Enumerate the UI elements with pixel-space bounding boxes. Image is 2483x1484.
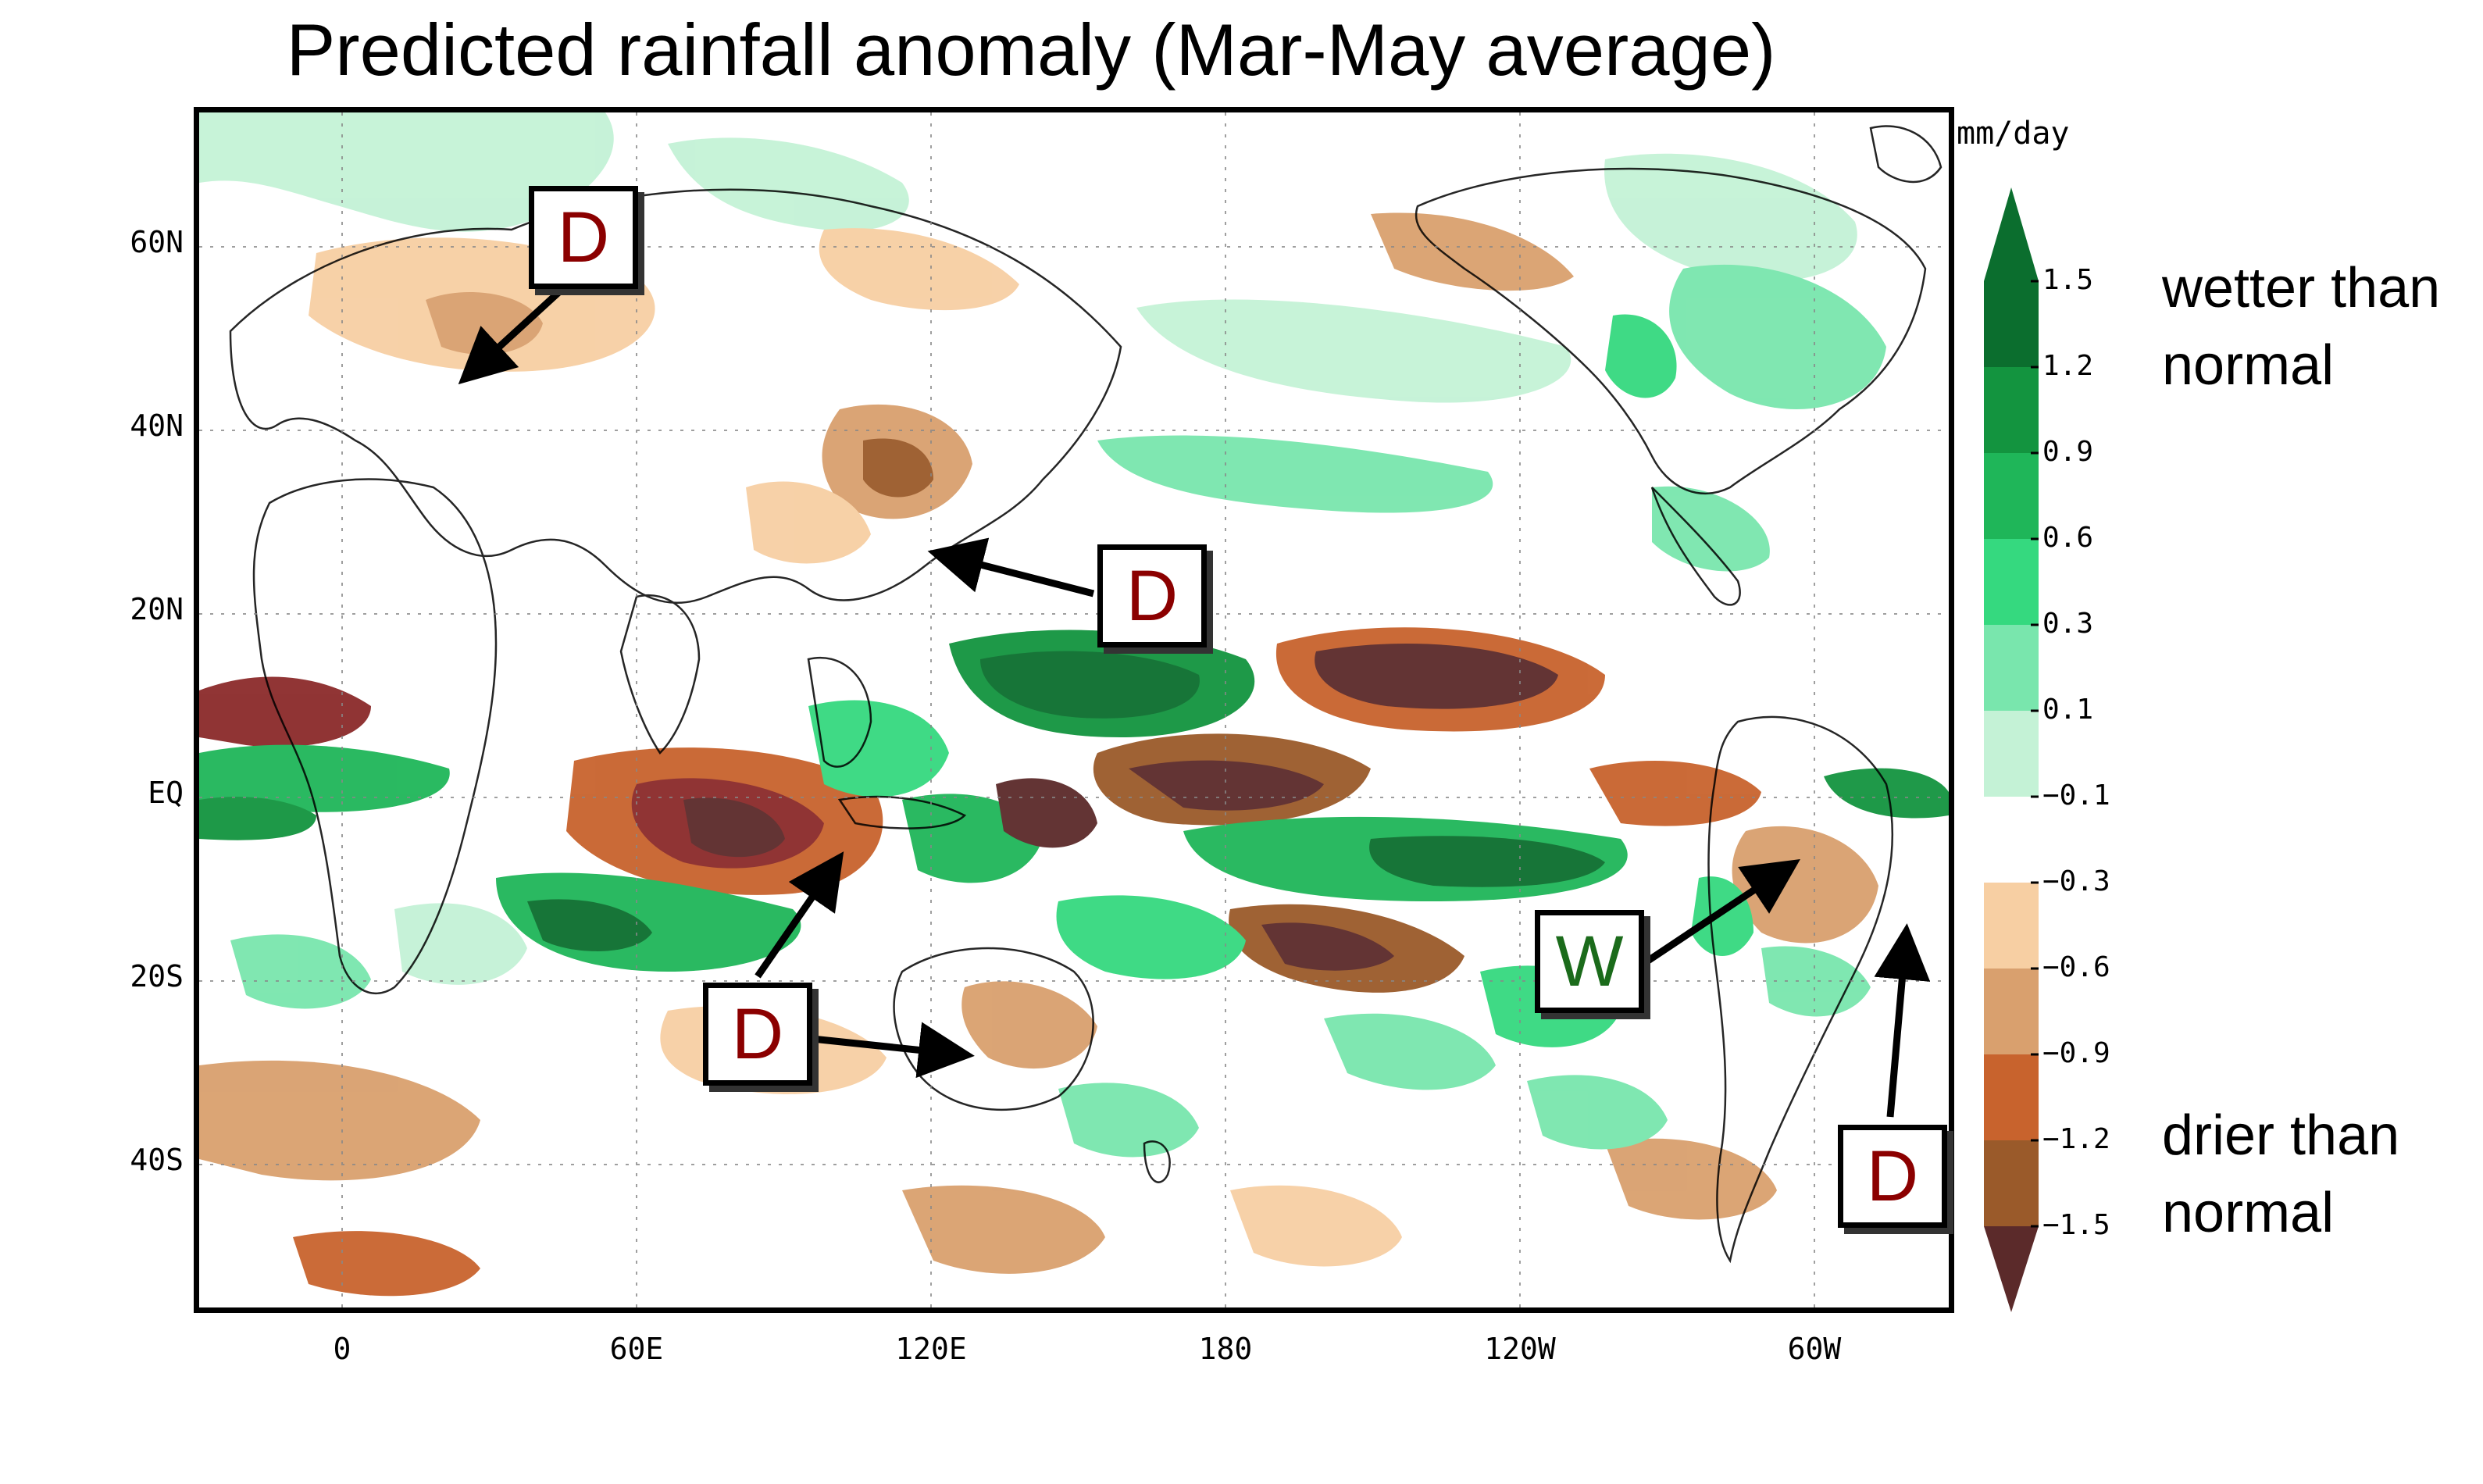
- callout-label: D: [731, 994, 784, 1074]
- colorbar-label-1-2: 1.2: [2042, 350, 2094, 382]
- arrow-south-america: [1646, 859, 1800, 964]
- map-panel: [194, 107, 1954, 1313]
- colorbar-label-neg-0-3: −0.3: [2042, 865, 2110, 897]
- lon-label-0: 0: [333, 1332, 351, 1366]
- lon-label-60w: 60W: [1787, 1332, 1842, 1366]
- lat-label-40n: 40N: [130, 408, 184, 443]
- colorbar-label-0-1: 0.1: [2042, 694, 2094, 726]
- drier-label: drier than normal: [2162, 1104, 2400, 1245]
- colorbar-label-neg-1-2: −1.2: [2042, 1123, 2110, 1155]
- callout-brazil-dry: D: [1838, 1125, 1947, 1228]
- arrow-europe: [458, 286, 565, 385]
- colorbar-label-0-3: 0.3: [2042, 608, 2094, 640]
- lat-label-60n: 60N: [130, 225, 184, 259]
- colorbar-label-0-9: 0.9: [2042, 436, 2094, 468]
- lon-label-60e: 60E: [609, 1332, 664, 1366]
- colorbar-label-1-5: 1.5: [2042, 264, 2094, 296]
- colorbar-label-neg-0-9: −0.9: [2042, 1037, 2110, 1069]
- arrow-australia: [812, 1022, 975, 1079]
- colorbar-label-neg-0-1: −0.1: [2042, 779, 2110, 812]
- callout-china-dry: D: [1097, 544, 1207, 647]
- coastlines: [229, 125, 1943, 1264]
- arrow-brazil: [1874, 923, 1931, 1118]
- callout-label: D: [1866, 1136, 1919, 1216]
- colorbar-units: mm/day: [1957, 116, 2070, 152]
- lat-label-40s: 40S: [130, 1143, 184, 1177]
- lat-label-eq: EQ: [148, 776, 184, 810]
- anomaly-map: [199, 112, 1949, 1307]
- callout-label: D: [1126, 556, 1179, 636]
- callout-south-america-wet: W: [1535, 910, 1644, 1013]
- colorbar: [1984, 187, 2039, 1312]
- lon-label-180: 180: [1198, 1332, 1253, 1366]
- graticule: [199, 112, 1949, 1307]
- lon-label-120e: 120E: [895, 1332, 967, 1366]
- callout-label: W: [1555, 922, 1624, 1001]
- callout-label: D: [557, 198, 610, 277]
- chart-title: Predicted rainfall anomaly (Mar-May aver…: [286, 9, 1776, 91]
- lat-label-20s: 20S: [130, 959, 184, 993]
- callout-europe-dry: D: [529, 186, 638, 289]
- callout-indian-ocean-dry: D: [703, 983, 812, 1086]
- colorbar-label-0-6: 0.6: [2042, 522, 2094, 554]
- lat-label-20n: 20N: [130, 592, 184, 626]
- colorbar-label-neg-0-6: −0.6: [2042, 951, 2110, 983]
- lon-label-120w: 120W: [1484, 1332, 1556, 1366]
- arrow-sumatra: [755, 851, 844, 979]
- colorbar-label-neg-1-5: −1.5: [2042, 1209, 2110, 1241]
- wetter-label: wetter than normal: [2162, 257, 2441, 398]
- arrow-china: [927, 537, 1095, 598]
